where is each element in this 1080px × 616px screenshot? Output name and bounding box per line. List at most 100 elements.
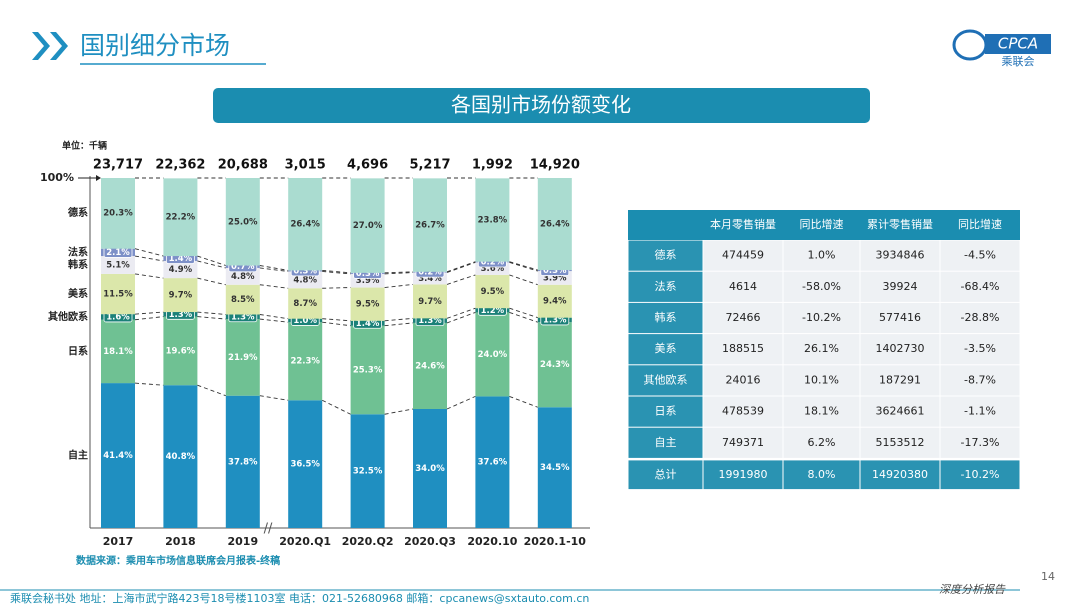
table-cell-bg: [783, 302, 860, 334]
table-cell-bg: [628, 271, 703, 302]
data-label: 26.4%: [290, 220, 320, 230]
data-label: 0.3%: [543, 266, 567, 276]
banner: [213, 88, 870, 123]
bar-segment: [350, 414, 385, 528]
bar-segment: [225, 178, 260, 266]
table-cell-bg: [940, 334, 1020, 365]
connector: [322, 287, 351, 289]
table-cell-bg: [783, 271, 860, 302]
data-label: 1.6%: [106, 312, 130, 322]
data-label: 9.7%: [418, 297, 442, 307]
connector: [197, 260, 226, 269]
connector: [384, 283, 414, 288]
data-label: 0.7%: [231, 262, 255, 272]
connector: [259, 265, 289, 271]
data-label: 25.3%: [353, 365, 383, 375]
connector: [197, 384, 226, 397]
connector: [384, 317, 414, 322]
bar-segment: [475, 178, 510, 262]
table-cell-bg: [783, 334, 860, 365]
total-label: 23,717: [93, 158, 143, 173]
data-label: 32.5%: [353, 467, 383, 477]
table-cell: 法系: [655, 279, 677, 293]
table-cell: 18.1%: [804, 405, 839, 418]
connector: [134, 382, 164, 386]
x-tick-label: 2020.Q2: [342, 535, 394, 548]
bar-segment: [163, 385, 198, 528]
table-cell-bg: [703, 240, 783, 271]
bar-segment: [163, 178, 198, 257]
table-cell: -10.2%: [961, 468, 1000, 481]
table-cell: 3934846: [876, 249, 925, 262]
table-cell-bg: [783, 396, 860, 427]
connector: [509, 274, 538, 286]
table-header-cell: 本月零售销量: [710, 217, 776, 231]
connector: [384, 408, 414, 415]
connector: [197, 316, 226, 320]
footer-contact: 乘联会秘书处 地址：上海市武宁路423号18号楼1103室 电话：021-526…: [10, 591, 589, 605]
banner-text: 各国别市场份额变化: [451, 93, 631, 117]
data-label: 9.4%: [543, 297, 567, 307]
series-label: 其他欧系: [48, 310, 88, 323]
data-label: 1.2%: [481, 306, 505, 316]
table-cell: 总计: [655, 467, 677, 481]
bar-segment: [475, 274, 510, 309]
data-label: 34.5%: [540, 463, 570, 473]
table-cell-bg: [783, 365, 860, 396]
table-cell: 6.2%: [808, 436, 836, 449]
table-cell-bg: [860, 271, 940, 302]
y-tick-label: 100%: [40, 171, 74, 184]
connector: [384, 272, 414, 275]
page-title: 国别细分市场: [80, 31, 230, 60]
data-label: 3.9%: [543, 273, 567, 283]
data-label: 23.8%: [478, 216, 508, 226]
x-tick-label: 2019: [227, 535, 258, 548]
data-label: 36.5%: [290, 460, 320, 470]
table-header-cell: 同比增速: [958, 217, 1002, 231]
table-cell-bg: [628, 460, 703, 490]
table-cell-bg: [628, 302, 703, 334]
data-label: 24.6%: [415, 361, 445, 371]
data-label: 19.6%: [166, 346, 196, 356]
table-cell-bg: [703, 302, 783, 334]
data-label: 41.4%: [103, 451, 133, 461]
data-label: 4.9%: [169, 265, 193, 275]
table-cell: 日系: [655, 405, 677, 418]
table-cell-bg: [860, 460, 940, 490]
table-cell: 39924: [883, 280, 918, 293]
table-cell: 其他欧系: [644, 373, 688, 386]
table-cell: 1991980: [719, 468, 768, 481]
connector: [322, 318, 351, 322]
connector: [197, 255, 226, 266]
table-cell-bg: [783, 460, 860, 490]
table-cell: 72466: [726, 311, 761, 324]
table-cell-bg: [628, 334, 703, 365]
bar-segment: [537, 407, 572, 528]
series-label: 自主: [68, 449, 88, 462]
data-label: 3.9%: [356, 276, 380, 286]
table-cell-bg: [703, 365, 783, 396]
table-cell: -8.7%: [964, 373, 996, 386]
total-label: 5,217: [409, 158, 450, 173]
data-label: 34.0%: [415, 464, 445, 474]
table-cell-bg: [940, 302, 1020, 334]
x-tick-label: 2020.Q3: [404, 535, 456, 548]
table-cell-bg: [940, 460, 1020, 490]
data-label: 26.4%: [540, 219, 570, 229]
connector: [509, 307, 538, 319]
table-cell: -68.4%: [961, 280, 1000, 293]
data-label: 4.8%: [293, 275, 317, 285]
connector: [197, 311, 226, 315]
bar-segment: [163, 316, 198, 386]
bar-segment: [413, 178, 447, 272]
table-cell-bg: [703, 271, 783, 302]
table-cell: 188515: [722, 342, 764, 355]
table-cell: 10.1%: [804, 373, 839, 386]
data-label: 0.2%: [418, 268, 442, 278]
table-cell: -1.1%: [964, 405, 996, 418]
table-cell-bg: [940, 427, 1020, 458]
bar-segment: [288, 400, 323, 528]
data-label: 1.0%: [293, 316, 317, 326]
table-cell-bg: [628, 396, 703, 427]
bar-segment: [101, 319, 135, 384]
